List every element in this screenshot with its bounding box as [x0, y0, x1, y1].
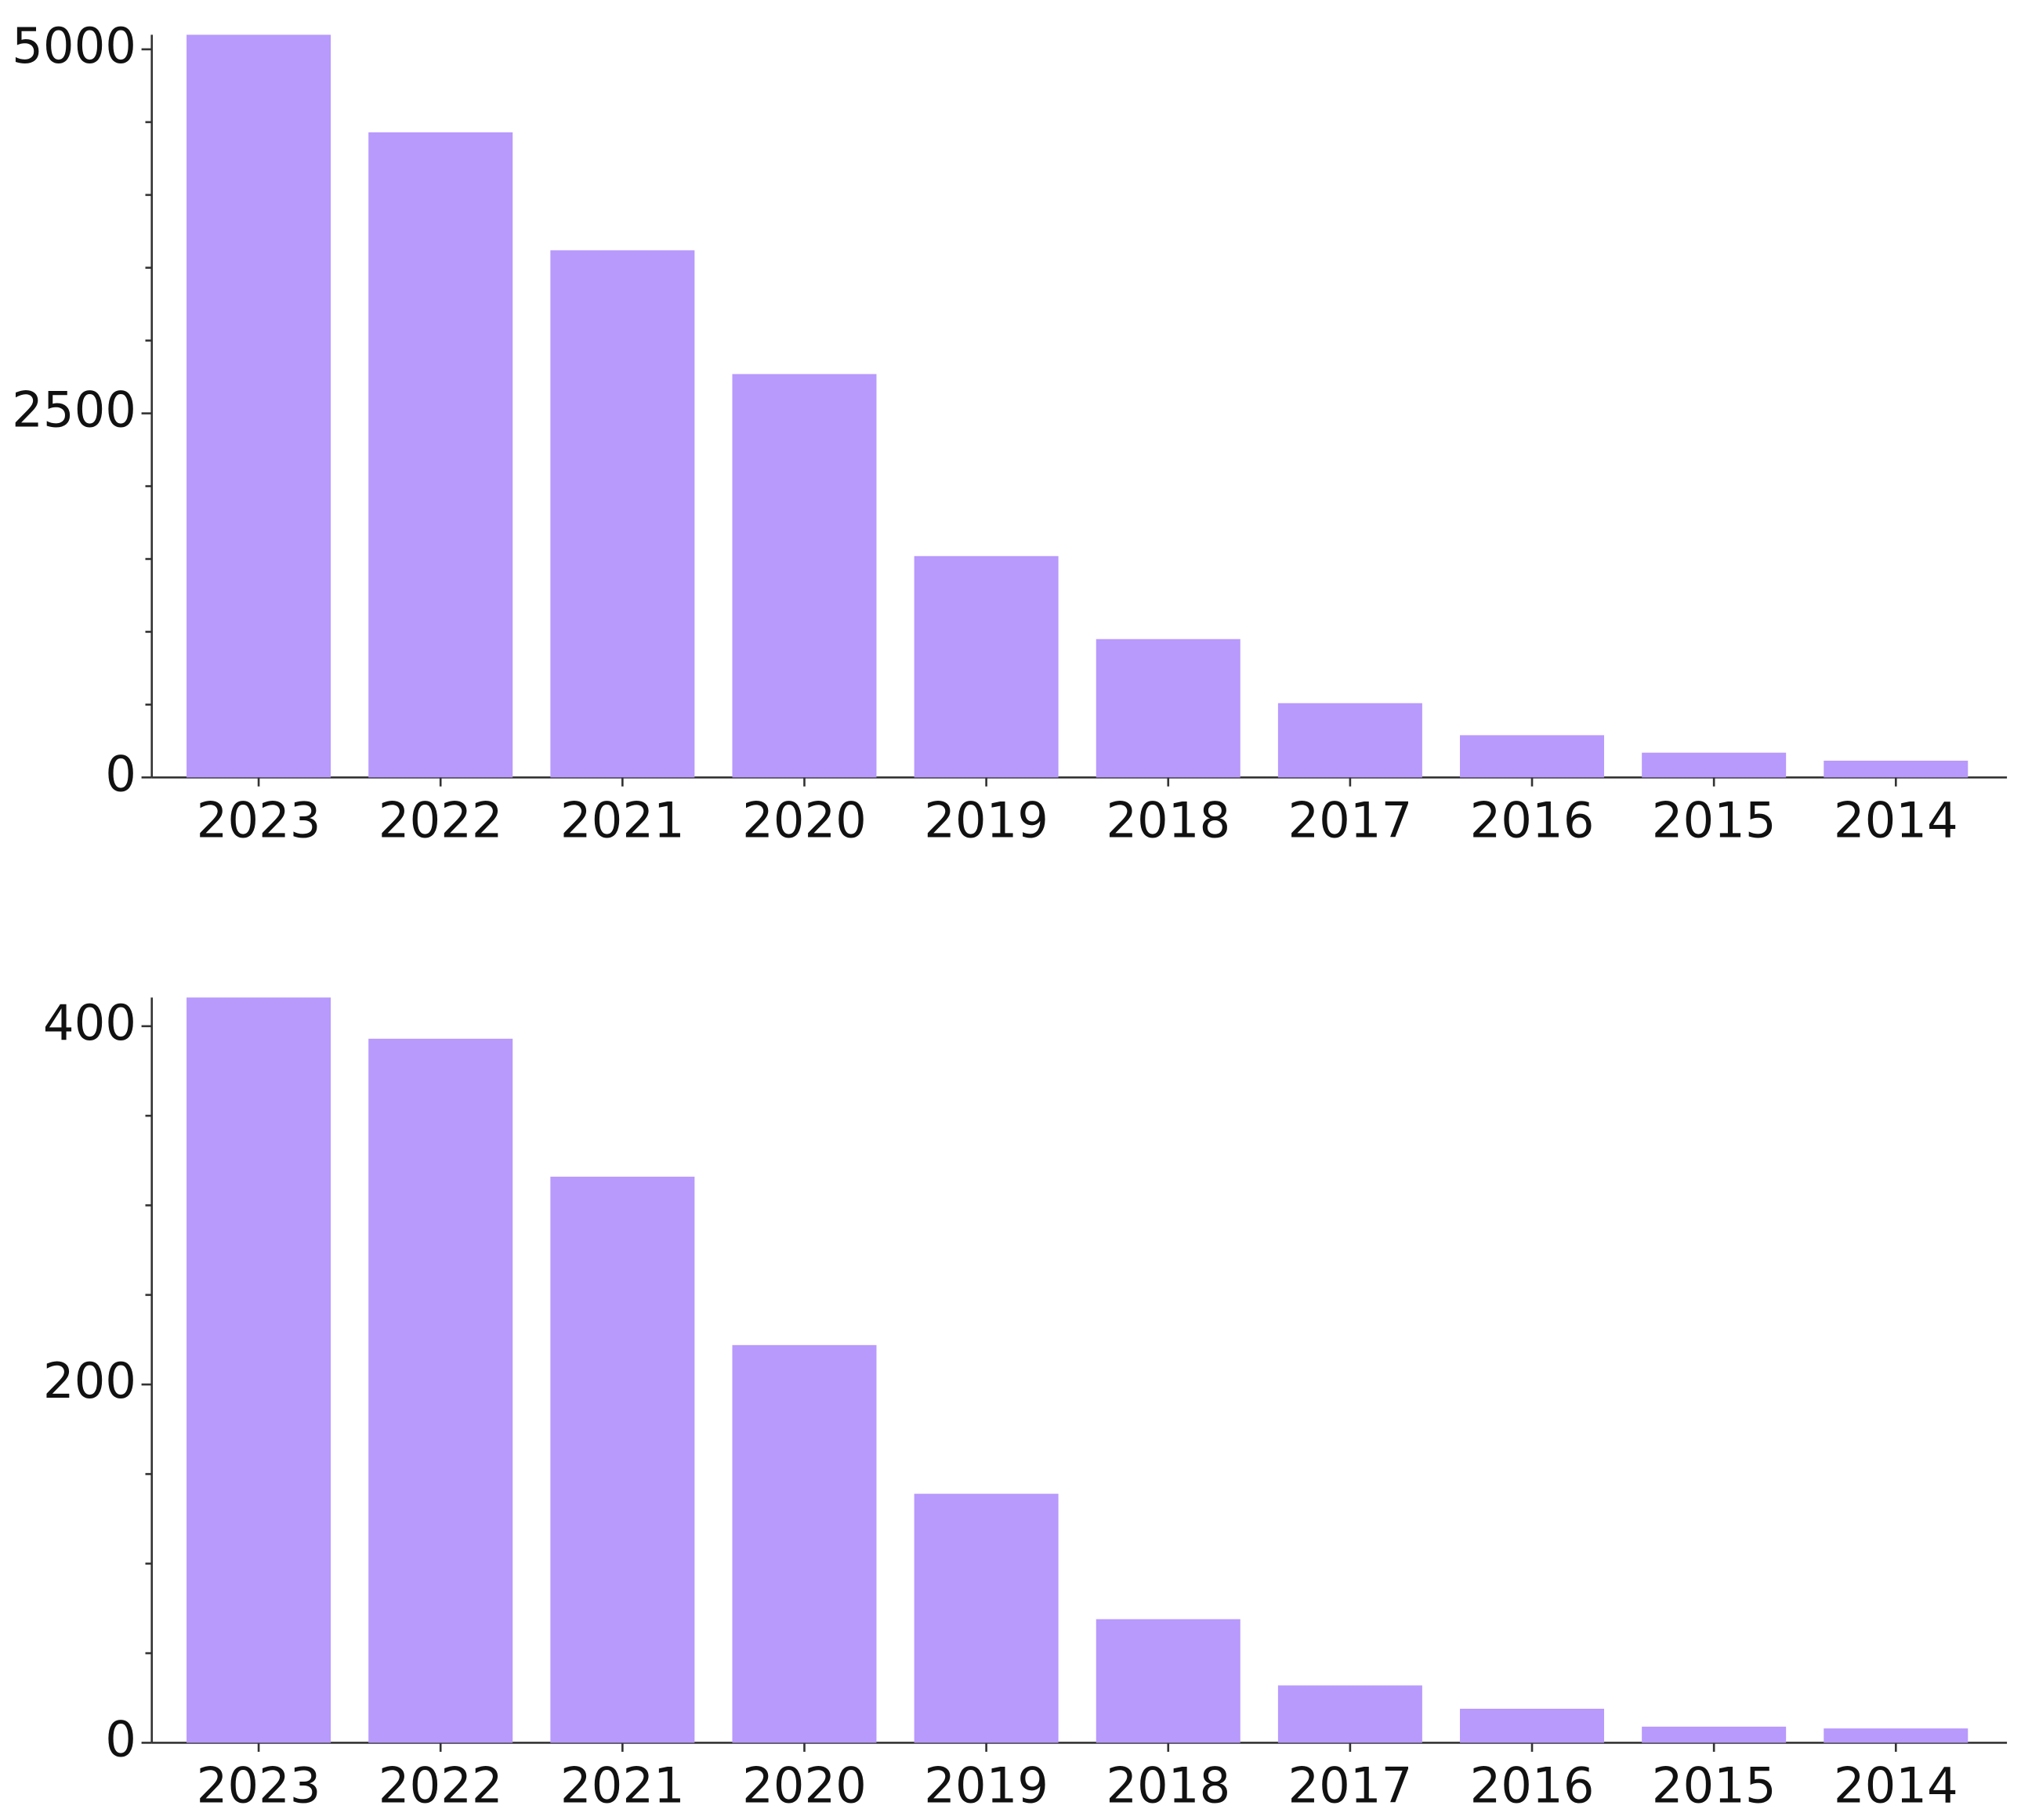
y-tick-label: 2500	[12, 382, 136, 439]
bar	[187, 34, 331, 778]
x-tick-label: 2022	[378, 792, 503, 849]
x-tick-label: 2023	[197, 792, 321, 849]
bar	[1096, 1619, 1240, 1743]
y-tick-label: 5000	[12, 17, 136, 74]
x-tick-label: 2023	[197, 1757, 321, 1815]
bar	[1096, 639, 1240, 778]
y-tick-label: 0	[105, 1711, 136, 1768]
bar	[1460, 735, 1605, 778]
x-tick-label: 2019	[924, 1757, 1049, 1815]
x-tick-label: 2014	[1834, 1757, 1958, 1815]
x-tick-label: 2021	[560, 1757, 685, 1815]
x-tick-label: 2022	[378, 1757, 503, 1815]
y-tick-label: 400	[43, 994, 136, 1051]
bar	[1460, 1708, 1605, 1743]
x-tick-label: 2019	[924, 792, 1049, 849]
y-tick-label: 200	[43, 1352, 136, 1409]
bar	[550, 1176, 695, 1743]
bar	[1277, 703, 1422, 778]
x-tick-label: 2017	[1288, 1757, 1412, 1815]
x-tick-label: 2016	[1470, 792, 1595, 849]
x-tick-label: 2018	[1106, 792, 1230, 849]
bar	[1277, 1685, 1422, 1743]
bar	[1824, 760, 1968, 778]
bar	[187, 997, 331, 1743]
x-tick-label: 2014	[1834, 792, 1958, 849]
x-tick-label: 2020	[742, 1757, 867, 1815]
bar	[1642, 1726, 1787, 1743]
y-tick-label: 0	[105, 745, 136, 802]
bar	[732, 374, 877, 778]
x-tick-label: 2016	[1470, 1757, 1595, 1815]
x-tick-label: 2020	[742, 792, 867, 849]
bar	[368, 132, 513, 778]
bar	[732, 1344, 877, 1743]
bar	[1642, 752, 1787, 778]
x-tick-label: 2018	[1106, 1757, 1230, 1815]
bar	[1824, 1728, 1968, 1743]
x-tick-label: 2017	[1288, 792, 1412, 849]
bar	[914, 1493, 1059, 1743]
bar	[550, 250, 695, 778]
x-tick-label: 2015	[1652, 792, 1777, 849]
x-tick-label: 2015	[1652, 1757, 1777, 1815]
bar	[368, 1038, 513, 1743]
x-tick-label: 2021	[560, 792, 685, 849]
bar	[914, 555, 1059, 778]
